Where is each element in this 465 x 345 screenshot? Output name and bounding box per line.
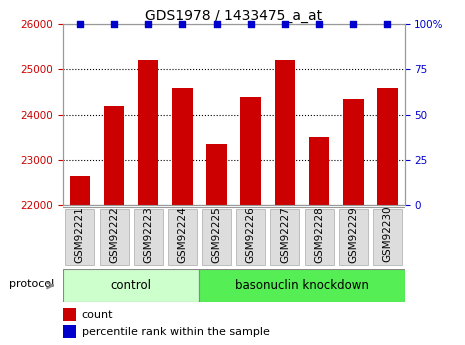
Bar xyxy=(199,269,405,302)
Point xyxy=(315,21,323,27)
Text: GSM92223: GSM92223 xyxy=(143,206,153,263)
Text: GSM92228: GSM92228 xyxy=(314,206,324,263)
Text: GSM92226: GSM92226 xyxy=(246,206,256,263)
Bar xyxy=(309,137,329,205)
Bar xyxy=(275,60,295,205)
Point xyxy=(179,21,186,27)
Text: percentile rank within the sample: percentile rank within the sample xyxy=(82,327,270,337)
Text: protocol: protocol xyxy=(9,279,55,289)
FancyBboxPatch shape xyxy=(373,209,402,265)
Bar xyxy=(343,99,364,205)
Bar xyxy=(240,97,261,205)
Point xyxy=(384,21,391,27)
Text: GSM92230: GSM92230 xyxy=(382,206,392,263)
Text: GSM92229: GSM92229 xyxy=(348,206,359,263)
Point xyxy=(110,21,118,27)
Point xyxy=(213,21,220,27)
FancyBboxPatch shape xyxy=(168,209,197,265)
Bar xyxy=(377,88,398,205)
Text: GSM92221: GSM92221 xyxy=(75,206,85,263)
Bar xyxy=(63,308,76,321)
Text: control: control xyxy=(111,279,152,292)
Text: GSM92224: GSM92224 xyxy=(177,206,187,263)
Bar xyxy=(63,325,76,338)
FancyBboxPatch shape xyxy=(134,209,163,265)
FancyBboxPatch shape xyxy=(271,209,299,265)
Text: basonuclin knockdown: basonuclin knockdown xyxy=(235,279,369,292)
Text: GSM92227: GSM92227 xyxy=(280,206,290,263)
Title: GDS1978 / 1433475_a_at: GDS1978 / 1433475_a_at xyxy=(145,9,322,23)
Point xyxy=(247,21,254,27)
FancyBboxPatch shape xyxy=(202,209,231,265)
Text: GSM92225: GSM92225 xyxy=(212,206,222,263)
FancyBboxPatch shape xyxy=(236,209,265,265)
FancyBboxPatch shape xyxy=(66,209,94,265)
Point xyxy=(145,21,152,27)
Point xyxy=(350,21,357,27)
Bar xyxy=(104,106,124,205)
Point xyxy=(281,21,289,27)
FancyBboxPatch shape xyxy=(339,209,368,265)
Text: GSM92222: GSM92222 xyxy=(109,206,119,263)
Bar xyxy=(172,88,193,205)
Bar xyxy=(138,60,159,205)
Bar xyxy=(70,176,90,205)
FancyBboxPatch shape xyxy=(305,209,333,265)
Bar xyxy=(206,144,227,205)
Point xyxy=(76,21,84,27)
FancyBboxPatch shape xyxy=(100,209,128,265)
Bar xyxy=(63,269,199,302)
Text: count: count xyxy=(82,309,113,319)
